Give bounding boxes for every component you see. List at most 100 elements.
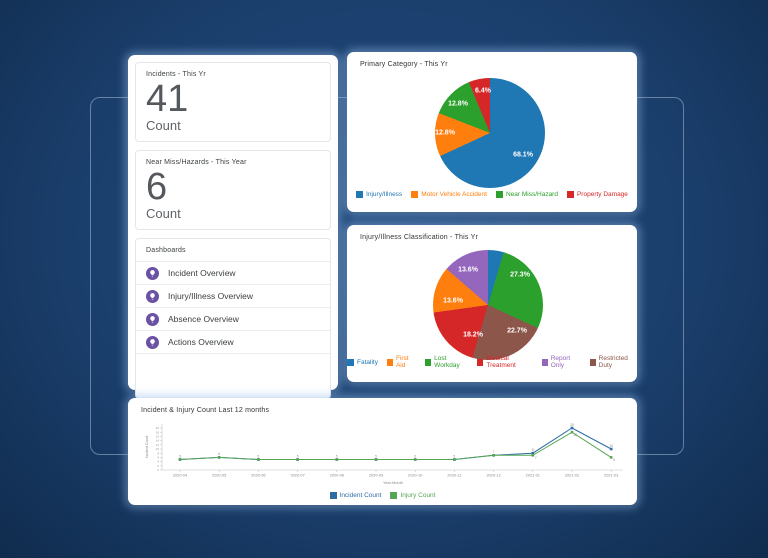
dashboard-link-label: Injury/Illness Overview	[168, 291, 254, 301]
svg-text:12: 12	[156, 443, 160, 447]
dashboard-link-actions-overview[interactable]: Actions Overview	[136, 330, 330, 354]
legend-swatch	[411, 191, 419, 198]
svg-text:2020-11: 2020-11	[447, 473, 461, 478]
injury-classification-legend: Fatality First Aid Lost Workday Medical Tre…	[347, 355, 637, 369]
legend-label: Near Miss/Hazard	[505, 191, 558, 198]
legend-item[interactable]: Near Miss/Hazard	[495, 191, 558, 198]
legend-item[interactable]: Restricted Duty	[589, 355, 637, 369]
svg-text:2020-10: 2020-10	[408, 473, 423, 478]
dashboard-link-label: Absence Overview	[168, 314, 239, 324]
legend-swatch	[386, 358, 393, 366]
svg-text:2020-09: 2020-09	[369, 473, 383, 478]
incidents-count-value: 41	[146, 78, 189, 120]
trend-card: Incident & Injury Count Last 12 months 0…	[128, 398, 637, 505]
svg-text:2021-02: 2021-02	[565, 473, 579, 478]
dashboard-icon	[146, 289, 159, 303]
legend-item[interactable]: Report Only	[541, 355, 581, 369]
legend-swatch	[541, 358, 548, 366]
svg-text:2020-12: 2020-12	[486, 473, 500, 478]
pie-slice-label: 13.6%	[458, 266, 478, 274]
svg-text:Year-Month: Year-Month	[383, 480, 403, 485]
trend-title: Incident & Injury Count Last 12 months	[141, 407, 270, 414]
near-miss-count-card: Near Miss/Hazards - This Year 6 Count	[135, 150, 331, 230]
injury-classification-title: Injury/Illness Classification - This Yr	[360, 234, 479, 241]
svg-text:10: 10	[156, 447, 160, 451]
svg-text:5: 5	[414, 454, 416, 458]
svg-text:2021-03: 2021-03	[604, 473, 618, 478]
svg-text:4: 4	[157, 460, 159, 464]
injury-classification-card: Injury/Illness Classification - This Yr …	[347, 225, 637, 382]
dashboard-icon	[146, 312, 159, 326]
legend-label: Restricted Duty	[598, 355, 628, 369]
dashboard-link-label: Incident Overview	[168, 268, 236, 278]
svg-text:5: 5	[258, 454, 260, 458]
incidents-card-title: Incidents - This Yr	[146, 71, 206, 78]
svg-text:7: 7	[535, 456, 537, 460]
legend-label: Fatality	[357, 358, 378, 366]
svg-text:0: 0	[157, 468, 159, 472]
dashboard-link-label: Actions Overview	[168, 337, 234, 347]
legend-label: Property Damage	[576, 191, 628, 198]
dashboard-icon	[146, 266, 159, 280]
legend-swatch	[477, 358, 484, 366]
legend-item[interactable]: Fatality	[347, 355, 378, 369]
primary-category-title: Primary Category - This Yr	[360, 61, 448, 68]
pie-slice-label: 12.8%	[448, 100, 468, 108]
legend-swatch	[390, 492, 398, 499]
legend-label: Report Only	[550, 355, 571, 369]
dashboard-link-absence-overview[interactable]: Absence Overview	[136, 307, 330, 330]
svg-text:8: 8	[532, 448, 534, 452]
pie-slice-label: 12.8%	[435, 129, 455, 137]
svg-text:10: 10	[609, 444, 613, 448]
injury-classification-pie[interactable]	[433, 250, 543, 360]
svg-text:5: 5	[179, 454, 181, 458]
svg-text:14: 14	[156, 439, 160, 443]
legend-item[interactable]: Incident Count	[329, 492, 381, 499]
incidents-count-card: Incidents - This Yr 41 Count	[135, 62, 331, 142]
legend-label: Medical Treatment	[486, 355, 516, 369]
legend-label: First Aid	[395, 355, 409, 369]
primary-category-legend: Injury/Illness Motor Vehicle Accident Near…	[347, 191, 637, 198]
incidents-count-unit: Count	[146, 118, 181, 133]
legend-item[interactable]: Lost Workday	[425, 355, 468, 369]
primary-category-pie[interactable]	[435, 78, 545, 188]
near-miss-count-value: 6	[146, 166, 168, 208]
legend-item[interactable]: Injury/Illness	[356, 191, 402, 198]
legend-label: Motor Vehicle Accident	[421, 191, 487, 198]
legend-item[interactable]: Medical Treatment	[477, 355, 532, 369]
svg-text:16: 16	[156, 435, 160, 439]
near-miss-card-title: Near Miss/Hazards - This Year	[146, 159, 247, 166]
svg-text:5: 5	[336, 454, 338, 458]
svg-text:2021-01: 2021-01	[526, 473, 540, 478]
pie-slice-label: 22.7%	[507, 327, 527, 335]
svg-text:6: 6	[218, 452, 220, 456]
svg-text:20: 20	[156, 426, 160, 430]
legend-item[interactable]: Injury Count	[390, 492, 435, 499]
legend-item[interactable]: First Aid	[386, 355, 416, 369]
svg-text:2020-05: 2020-05	[212, 473, 226, 478]
legend-swatch	[425, 358, 432, 366]
dashboard-link-injury-illness-overview[interactable]: Injury/Illness Overview	[136, 284, 330, 307]
legend-swatch	[329, 492, 337, 499]
legend-swatch	[495, 191, 503, 198]
svg-text:2: 2	[157, 464, 159, 468]
legend-label: Injury Count	[400, 492, 436, 499]
legend-item[interactable]: Property Damage	[566, 191, 628, 198]
svg-text:Incident Count: Incident Count	[145, 436, 149, 459]
legend-swatch	[347, 358, 354, 366]
pie-slice-label: 13.6%	[443, 297, 463, 305]
svg-text:2020-08: 2020-08	[330, 473, 344, 478]
svg-text:18: 18	[156, 430, 160, 434]
svg-text:6: 6	[613, 458, 615, 462]
legend-item[interactable]: Motor Vehicle Accident	[411, 191, 487, 198]
dashboards-card-title: Dashboards	[146, 247, 186, 254]
legend-swatch	[356, 191, 364, 198]
svg-text:7: 7	[493, 450, 495, 454]
near-miss-count-unit: Count	[146, 206, 181, 221]
summary-panel: Incidents - This Yr 41 Count Near Miss/H…	[128, 55, 338, 399]
dashboard-link-incident-overview[interactable]: Incident Overview	[136, 261, 330, 284]
trend-legend: Incident Count Injury Count	[128, 492, 637, 499]
pie-slice-label: 68.1%	[513, 151, 533, 159]
pie-slice-label: 6.4%	[475, 87, 491, 95]
